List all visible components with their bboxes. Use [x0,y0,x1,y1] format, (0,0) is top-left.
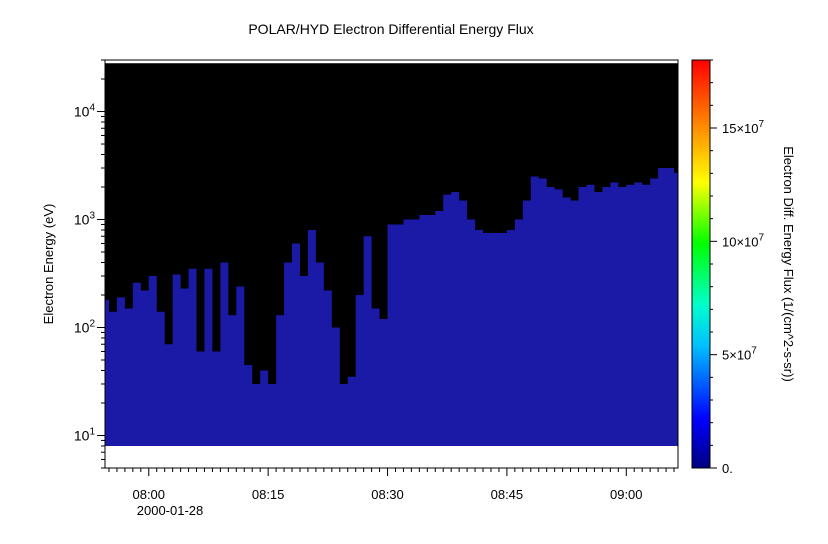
x-tick-label: 08:15 [252,487,285,502]
y-axis-label: Electron Energy (eV) [41,204,56,325]
colorbar-axis: 0. 5×107 10×107 15×107 [710,59,765,476]
colorbar-tick-label: 5×107 [722,346,757,363]
colorbar-gradient [691,59,711,469]
colorbar-tick-label: 15×107 [722,119,765,136]
colorbar-tick-label: 0. [722,461,733,476]
y-tick-label: 104 [74,103,96,120]
plot-area [104,59,679,469]
colorbar-tick-label: 10×107 [722,232,765,249]
flux-region [105,167,678,446]
plot-frame [104,59,679,469]
y-axis: 101 102 103 104 [74,59,105,469]
chart-title: POLAR/HYD Electron Differential Energy F… [248,21,533,37]
y-tick-label: 101 [74,426,96,443]
date-label: 2000-01-28 [137,503,204,518]
x-tick-label: 08:30 [371,487,404,502]
x-tick-label: 08:45 [491,487,524,502]
x-tick-label: 08:00 [132,487,165,502]
y-tick-label: 103 [74,211,96,228]
colorbar-label: Electron Diff. Energy Flux (1/(cm^2-s-sr… [781,146,796,382]
x-tick-label: 09:00 [610,487,643,502]
y-tick-label: 102 [74,319,96,336]
colorbar: 0. 5×107 10×107 15×107 [691,59,765,476]
x-axis: 08:00 08:15 08:30 08:45 09:00 [108,468,675,502]
